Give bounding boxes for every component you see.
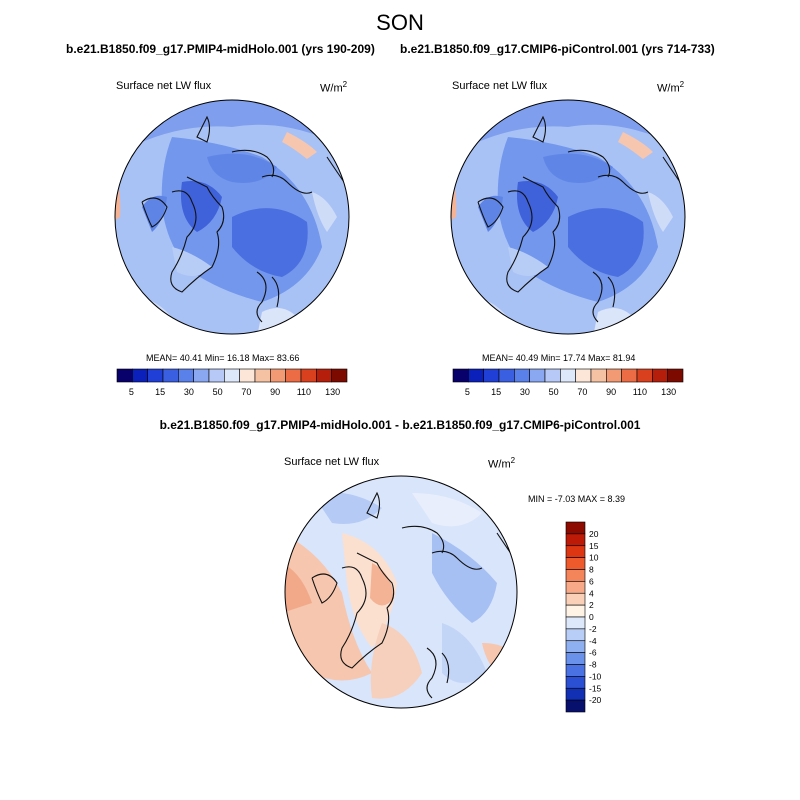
panel-1-colorbar-box <box>132 368 148 383</box>
panel-1-units-label: W/m2 <box>320 80 348 95</box>
panel-1-colorbar-box <box>316 368 332 383</box>
panel-2-colorbar-box <box>529 368 546 383</box>
panel-1-colorbar-tick-label: 5 <box>129 387 134 397</box>
diff-colorbar-box <box>565 604 586 618</box>
diff-colorbar-tick-label: -4 <box>589 636 597 646</box>
panel-2-variable-label: Surface net LW flux <box>452 80 548 92</box>
diff-colorbar-box <box>565 592 586 606</box>
diff-colorbar-tick-label: 0 <box>589 612 594 622</box>
panel-1-colorbar-box <box>178 368 194 383</box>
diff-colorbar-tick-label: -20 <box>589 695 602 705</box>
panel-2-colorbar-tick-label: 30 <box>520 387 530 397</box>
panel-2-units-label: W/m2 <box>657 80 685 95</box>
panel-2-colorbar-tick-label: 70 <box>577 387 587 397</box>
panel-2-colorbar-box <box>483 368 500 383</box>
diff-colorbar-tick-label: 6 <box>589 576 594 586</box>
diff-colorbar-box <box>565 687 586 701</box>
diff-colorbar-box <box>565 533 586 547</box>
panel-1-colorbar-tick-label: 15 <box>155 387 165 397</box>
diff-colorbar-tick-label: -10 <box>589 671 602 681</box>
panel-2-colorbar-box <box>468 368 484 383</box>
diff-colorbar-box <box>565 581 586 594</box>
diff-colorbar-tick-label: 15 <box>589 541 599 551</box>
panel-2-colorbar-box <box>636 368 653 383</box>
panel-2-colorbar-box <box>544 368 561 383</box>
panel-1-stats: MEAN= 40.41 Min= 16.18 Max= 83.66 <box>146 353 300 363</box>
panel-2-colorbar-tick-label: 50 <box>549 387 559 397</box>
panel-1-colorbar-tick-label: 70 <box>241 387 251 397</box>
diff-colorbar-tick-label: 4 <box>589 588 594 598</box>
panel-2-stats: MEAN= 40.49 Min= 17.74 Max= 81.94 <box>482 353 636 363</box>
panel-2-polar-map <box>450 99 686 335</box>
diff-colorbar-tick-label: 10 <box>589 553 599 563</box>
diff-colorbar-tick-label: -2 <box>589 624 597 634</box>
diff-colorbar-tick-label: -8 <box>589 660 597 670</box>
panel-2-colorbar-tick-label: 15 <box>491 387 501 397</box>
diff-colorbar-tick-label: 2 <box>589 600 594 610</box>
diff-colorbar-tick-label: -6 <box>589 648 597 658</box>
panel-1-colorbar-tick-label: 130 <box>325 387 340 397</box>
panel-1-colorbar-box <box>285 368 302 383</box>
diff-colorbar-tick-label: -15 <box>589 683 602 693</box>
panel-2-colorbar-tick-label: 5 <box>465 387 470 397</box>
panel-1-colorbar-box <box>239 368 256 383</box>
diff-colorbar-box <box>565 616 586 630</box>
panel-2-colorbar-box <box>606 368 622 383</box>
diff-colorbar-box <box>565 676 586 689</box>
panel-2-colorbar-tick-label: 130 <box>661 387 676 397</box>
panel-2-colorbar-box <box>575 368 592 383</box>
panel-2-colorbar-tick-label: 90 <box>606 387 616 397</box>
diff-colorbar-box <box>565 545 586 558</box>
diff-colorbar-box <box>565 557 586 570</box>
panel-2-colorbar-box <box>452 368 469 383</box>
panel-2-colorbar-box <box>590 368 607 383</box>
panel-2-colorbar-tick-label: 110 <box>633 387 647 397</box>
diff-variable-label: Surface net LW flux <box>284 456 380 468</box>
diff-colorbar-box <box>565 521 586 535</box>
panel-1-colorbar-box <box>224 368 240 383</box>
difference-polar-map <box>284 475 518 709</box>
diff-colorbar-box <box>565 652 586 665</box>
panel-1-colorbar-box <box>254 368 271 383</box>
diff-colorbar-box <box>565 640 586 653</box>
panel-2-colorbar-box <box>621 368 638 383</box>
panel-2-colorbar-box <box>560 368 576 383</box>
panel-1-colorbar-tick-label: 110 <box>297 387 311 397</box>
panel-2-case-title: b.e21.B1850.f09_g17.CMIP6-piControl.001 … <box>400 42 715 56</box>
difference-title: b.e21.B1850.f09_g17.PMIP4-midHolo.001 - … <box>159 418 641 432</box>
panel-1-colorbar-tick-label: 90 <box>270 387 280 397</box>
panel-1-colorbar-tick-label: 50 <box>213 387 223 397</box>
panel-1-colorbar-box <box>162 368 179 383</box>
panel-2-colorbar: 5 15 30 50 70 90 110 130 <box>452 368 684 397</box>
panel-1-colorbar-box <box>331 368 348 383</box>
panel-2-colorbar-box <box>652 368 668 383</box>
diff-colorbar-box <box>565 664 586 677</box>
panel-1-colorbar: 5 15 30 50 70 90 110 130 <box>116 368 348 397</box>
diff-colorbar-box <box>565 699 586 713</box>
diff-colorbar-tick-label: 8 <box>589 565 594 575</box>
panel-2-colorbar-box <box>514 368 530 383</box>
diff-colorbar-box <box>565 569 586 582</box>
panel-1-polar-map <box>114 99 350 335</box>
diff-colorbar-box <box>565 628 586 642</box>
panel-1-colorbar-box <box>193 368 210 383</box>
panel-1-colorbar-box <box>116 368 133 383</box>
season-title: SON <box>376 10 424 35</box>
panel-1-colorbar-box <box>300 368 317 383</box>
panel-1-variable-label: Surface net LW flux <box>116 80 212 92</box>
diff-colorbar-tick-label: 20 <box>589 529 599 539</box>
panel-1-colorbar-tick-label: 30 <box>184 387 194 397</box>
panel-2-colorbar-box <box>667 368 684 383</box>
panel-2-colorbar-box <box>498 368 515 383</box>
diff-units-label: W/m2 <box>488 456 516 471</box>
panel-1-colorbar-box <box>147 368 164 383</box>
diff-min-max-stats: MIN = -7.03 MAX = 8.39 <box>528 494 626 504</box>
panel-1-case-title: b.e21.B1850.f09_g17.PMIP4-midHolo.001 (y… <box>66 42 375 56</box>
panel-1-colorbar-box <box>208 368 225 383</box>
panel-1-colorbar-box <box>270 368 286 383</box>
